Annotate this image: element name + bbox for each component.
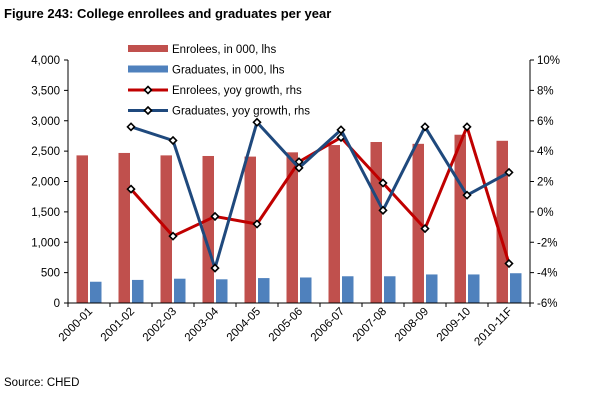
bar-graduates — [510, 273, 522, 303]
x-tick-label: 2010-11F — [472, 306, 515, 349]
bar-enrolees — [496, 140, 508, 303]
legend-label-graduates-growth: Graduates, yoy growth, rhs — [172, 106, 310, 118]
x-tick-label: 2005-06 — [267, 306, 305, 344]
graduates-growth-marker — [210, 263, 220, 273]
x-tick-label: 2009-10 — [435, 306, 473, 344]
y-left-tick-label: 1,000 — [31, 237, 60, 249]
enrolees-growth-marker — [504, 258, 514, 269]
graduates-growth-marker — [420, 122, 430, 132]
y-right-tick-label: 4% — [537, 146, 554, 158]
figure-title: Figure 243: College enrollees and gradua… — [4, 6, 332, 21]
bar-graduates — [174, 278, 186, 303]
x-tick-label: 2004-05 — [225, 306, 263, 344]
graduates-growth-marker — [378, 205, 388, 215]
y-left-tick-label: 4,000 — [31, 55, 60, 67]
source-note: Source: CHED — [4, 377, 80, 389]
enrolees-growth-marker — [378, 178, 388, 188]
legend-swatch-enrolees — [128, 45, 168, 52]
enrolees-growth-marker — [210, 211, 220, 222]
enrolees-growth-marker — [462, 122, 472, 132]
graduates-growth-line — [130, 120, 510, 270]
bar-enrolees — [454, 134, 466, 303]
bar-graduates — [468, 274, 480, 303]
bar-graduates — [384, 276, 396, 303]
bar-enrolees — [202, 155, 214, 303]
y-left-tick-label: 2,500 — [31, 146, 60, 158]
x-tick-label: 2003-04 — [183, 305, 222, 344]
y-right-tick-label: 0% — [537, 207, 554, 219]
x-tick-label: 2001-02 — [99, 306, 137, 344]
y-right-tick-label: 6% — [537, 116, 554, 128]
x-tick-label: 2002-03 — [141, 306, 179, 344]
bar-graduates — [300, 277, 312, 303]
enrolees-growth-marker — [252, 219, 262, 229]
bar-graduates — [132, 279, 144, 303]
legend-label-enrolees: Enrolees, in 000, lhs — [172, 44, 276, 56]
y-left-tick-label: 0 — [54, 298, 60, 310]
graduates-growth-marker — [462, 190, 472, 200]
y-right-tick-label: -4% — [537, 268, 557, 280]
graduates-growth-marker — [126, 122, 136, 132]
legend: Enrolees, in 000, lhs Graduates, in 000, … — [128, 44, 310, 118]
enrolees-growth-marker — [420, 223, 430, 234]
y-right-tick-label: 2% — [537, 177, 554, 189]
y-left-tick-label: 1,500 — [31, 207, 60, 219]
y-left-tick-label: 500 — [41, 268, 60, 280]
bar-graduates — [258, 278, 270, 303]
bar-enrolees — [76, 155, 88, 303]
legend-marker-graduates-growth — [143, 105, 153, 116]
bar-enrolees — [370, 142, 382, 303]
x-tick-label: 2006-07 — [309, 306, 347, 344]
bar-enrolees — [118, 152, 130, 303]
bar-graduates — [426, 274, 438, 303]
enrolees-growth-marker — [168, 231, 178, 241]
x-tick-label: 2008-09 — [393, 306, 431, 344]
x-tick-label: 2000-01 — [57, 306, 95, 344]
bar-enrolees — [244, 156, 256, 303]
graduates-growth-marker — [252, 117, 262, 127]
y-right-tick-label: -6% — [537, 298, 557, 310]
legend-label-enrolees-growth: Enrolees, yoy growth, rhs — [172, 85, 302, 97]
y-right-tick-label: -2% — [537, 237, 557, 249]
bar-enrolees — [286, 152, 298, 303]
bar-enrolees — [328, 145, 340, 303]
line-group — [126, 117, 514, 273]
graduates-growth-marker — [168, 135, 178, 146]
y-left-tick-label: 3,000 — [31, 116, 60, 128]
y-left-tick-label: 2,000 — [31, 177, 60, 189]
graduates-growth-marker — [504, 167, 514, 178]
y-right-tick-label: 10% — [537, 55, 560, 67]
legend-label-graduates: Graduates, in 000, lhs — [172, 65, 285, 77]
bar-graduates — [216, 279, 228, 303]
y-right-tick-label: 8% — [537, 85, 554, 97]
graduates-growth-marker — [336, 125, 346, 135]
graduates-growth-marker — [294, 163, 304, 173]
bar-graduates — [342, 276, 354, 303]
y-left-tick-label: 3,500 — [31, 85, 60, 97]
legend-swatch-graduates — [128, 65, 168, 73]
enrolees-growth-marker — [126, 184, 136, 194]
legend-marker-enrolees-growth — [143, 85, 153, 95]
bar-graduates — [90, 281, 102, 303]
x-tick-label: 2007-08 — [351, 306, 389, 344]
